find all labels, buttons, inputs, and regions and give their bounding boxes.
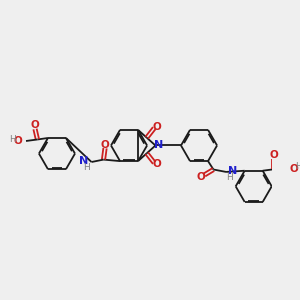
Text: O: O <box>152 122 161 132</box>
Text: N: N <box>79 156 88 166</box>
Text: O: O <box>289 164 298 174</box>
Text: N: N <box>229 166 238 176</box>
Text: O: O <box>31 120 39 130</box>
Text: H: H <box>226 173 232 182</box>
Text: O: O <box>196 172 205 182</box>
Text: O: O <box>270 150 278 160</box>
Text: H: H <box>9 135 16 144</box>
Text: O: O <box>100 140 109 150</box>
Text: N: N <box>154 140 164 151</box>
Text: H: H <box>84 163 90 172</box>
Text: O: O <box>152 159 161 170</box>
Text: O: O <box>14 136 22 146</box>
Text: H: H <box>295 162 300 171</box>
